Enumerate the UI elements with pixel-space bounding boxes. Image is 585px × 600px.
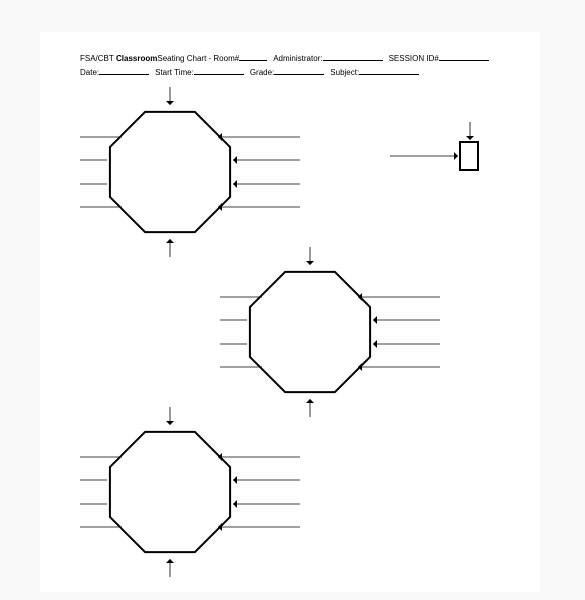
seat-line-0 [166,87,174,105]
seat-line-8 [218,203,300,211]
seat-line-16 [373,316,440,324]
seat-line-15 [358,293,440,301]
seat-line-17 [373,340,440,348]
seat-line-30 [466,122,474,140]
seat-line-27 [233,500,300,508]
seat-line-10 [306,247,314,265]
document-page: FSA/CBT Classroom Seating Chart - Room# … [40,32,540,592]
seat-line-31 [390,152,458,160]
teacher-desk [460,142,478,170]
seat-line-26 [233,476,300,484]
seat-line-25 [218,453,300,461]
seat-line-20 [166,407,174,425]
seat-line-6 [233,156,300,164]
table-octagon-3 [110,432,230,552]
seat-line-18 [358,363,440,371]
seat-line-28 [218,523,300,531]
seating-diagram [40,32,540,592]
table-octagon-2 [250,272,370,392]
seat-line-29 [166,559,174,577]
seat-line-7 [233,180,300,188]
seat-line-5 [218,133,300,141]
seat-line-9 [166,239,174,257]
seat-line-19 [306,399,314,417]
table-octagon-1 [110,112,230,232]
